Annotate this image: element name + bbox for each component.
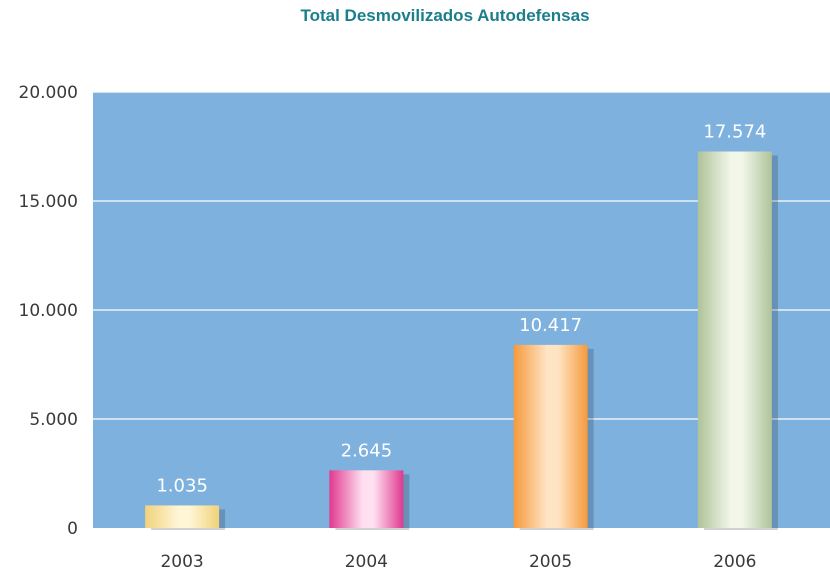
data-label: 17.574 — [703, 122, 766, 143]
chart-title: Total Desmovilizados Autodefensas — [300, 6, 590, 25]
x-tick-label: 2004 — [345, 552, 388, 572]
data-label: 2.645 — [341, 440, 393, 461]
bar-2004 — [329, 470, 404, 528]
x-tick-label: 2003 — [160, 552, 203, 572]
y-tick-label: 5.000 — [29, 410, 78, 430]
data-label: 10.417 — [519, 315, 582, 336]
y-axis-tick-labels: 0 5.000 10.000 15.000 20.000 — [19, 83, 78, 539]
data-label: 1.035 — [156, 475, 208, 496]
y-tick-label: 20.000 — [19, 83, 78, 103]
x-tick-label: 2005 — [529, 552, 572, 572]
x-axis-tick-labels: 2003 2004 2005 2006 — [160, 552, 756, 572]
y-tick-label: 15.000 — [19, 192, 78, 212]
bar-2003 — [145, 505, 220, 528]
bar-2006 — [697, 151, 772, 529]
bars — [145, 151, 778, 531]
y-tick-label: 10.000 — [19, 301, 78, 321]
data-labels: 1.035 2.645 10.417 17.574 — [156, 122, 766, 497]
y-tick-label: 0 — [67, 519, 78, 539]
x-tick-label: 2006 — [713, 552, 756, 572]
bar-2005 — [513, 344, 588, 528]
